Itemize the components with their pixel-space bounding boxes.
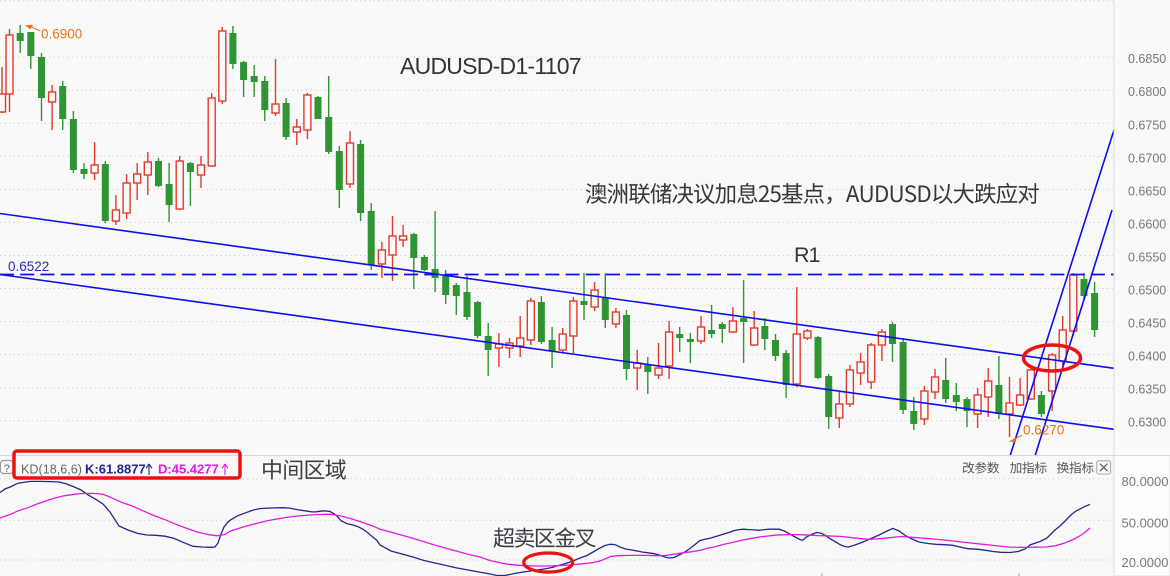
svg-text:0.6600: 0.6600 bbox=[1128, 217, 1166, 231]
svg-text:0.6550: 0.6550 bbox=[1128, 251, 1166, 265]
svg-text:0.6850: 0.6850 bbox=[1128, 52, 1166, 66]
svg-text:80.0000: 80.0000 bbox=[1122, 474, 1169, 489]
svg-text:50.0000: 50.0000 bbox=[1122, 515, 1169, 530]
svg-text:0.6750: 0.6750 bbox=[1128, 118, 1166, 132]
svg-text:0.6900: 0.6900 bbox=[41, 27, 82, 42]
svg-text:K:61.8877: K:61.8877 bbox=[85, 462, 146, 477]
svg-text:0.6800: 0.6800 bbox=[1128, 85, 1166, 99]
svg-text:20.0000: 20.0000 bbox=[1122, 555, 1169, 570]
svg-text:0.6350: 0.6350 bbox=[1128, 383, 1166, 397]
svg-text:0.6400: 0.6400 bbox=[1128, 350, 1166, 364]
svg-text:KD(18,6,6): KD(18,6,6) bbox=[21, 463, 82, 477]
svg-text:0.6700: 0.6700 bbox=[1128, 151, 1166, 165]
svg-text:0.6522: 0.6522 bbox=[8, 259, 49, 274]
svg-text:0.6270: 0.6270 bbox=[1023, 423, 1064, 438]
svg-text:?: ? bbox=[4, 463, 10, 475]
svg-text:D:45.4277: D:45.4277 bbox=[158, 462, 219, 477]
svg-text:0.6500: 0.6500 bbox=[1128, 284, 1166, 298]
svg-text:0.6300: 0.6300 bbox=[1128, 416, 1166, 430]
svg-text:R1: R1 bbox=[794, 243, 820, 267]
svg-text:AUDUSD-D1-1107: AUDUSD-D1-1107 bbox=[400, 53, 581, 79]
svg-text:0.6450: 0.6450 bbox=[1128, 317, 1166, 331]
svg-text:0.6650: 0.6650 bbox=[1128, 184, 1166, 198]
